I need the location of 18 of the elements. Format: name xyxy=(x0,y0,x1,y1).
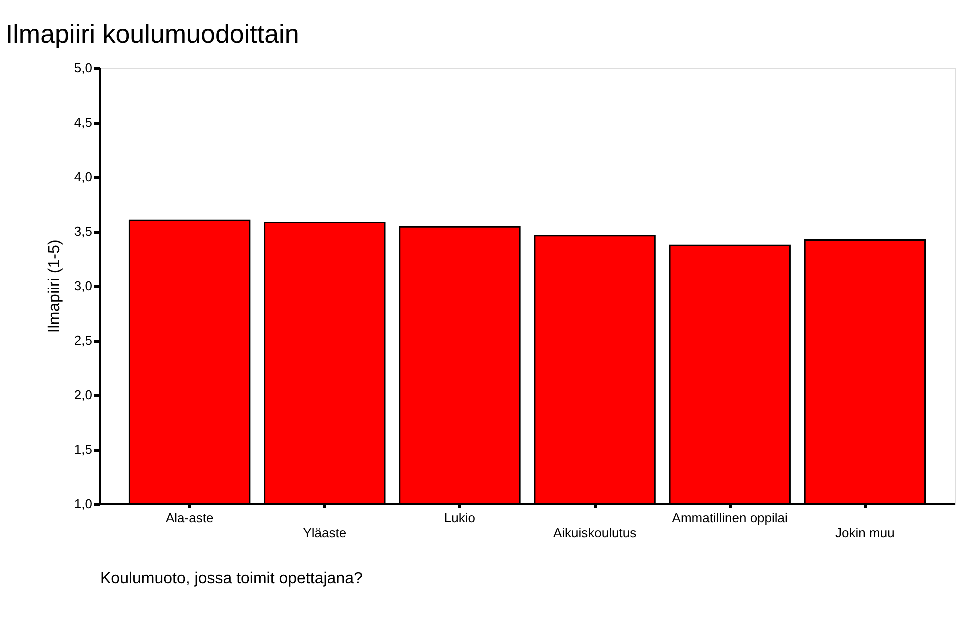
x-tick-label: Ammatillinen oppilai xyxy=(672,510,788,526)
y-tick-label: 2,5 xyxy=(74,333,92,348)
x-tick-label: Aikuiskoulutus xyxy=(553,526,638,540)
y-axis-title: Ilmapiiri (1-5) xyxy=(46,240,64,334)
chart-title: Ilmapiiri koulumuodoittain xyxy=(6,19,300,49)
y-tick-label: 1,5 xyxy=(74,442,92,457)
y-tick-label: 4,5 xyxy=(74,115,92,130)
y-tick-label: 3,5 xyxy=(74,224,92,239)
y-tick-label: 1,0 xyxy=(74,496,92,512)
y-tick-label: 4,0 xyxy=(74,170,92,184)
x-tick-label: Ala-aste xyxy=(166,510,214,526)
x-tick-label: Jokin muu xyxy=(836,526,895,540)
y-tick-label: 5,0 xyxy=(74,60,92,76)
x-tick-label: Lukio xyxy=(444,510,476,526)
x-axis-title: Koulumuoto, jossa toimit opettajana? xyxy=(100,570,363,588)
y-tick-label: 3,0 xyxy=(74,278,92,294)
x-tick-label: Yläaste xyxy=(303,526,347,540)
y-tick-label: 2,0 xyxy=(74,388,92,402)
